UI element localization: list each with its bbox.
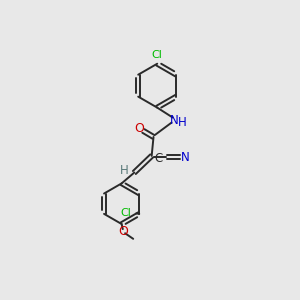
Text: Cl: Cl xyxy=(120,208,131,218)
Text: H: H xyxy=(178,116,187,129)
Text: N: N xyxy=(181,151,190,164)
Text: C: C xyxy=(154,152,163,165)
Text: H: H xyxy=(120,164,129,177)
Text: N: N xyxy=(169,114,178,127)
Text: O: O xyxy=(118,225,128,238)
Text: Cl: Cl xyxy=(152,50,163,60)
Text: O: O xyxy=(134,122,144,135)
